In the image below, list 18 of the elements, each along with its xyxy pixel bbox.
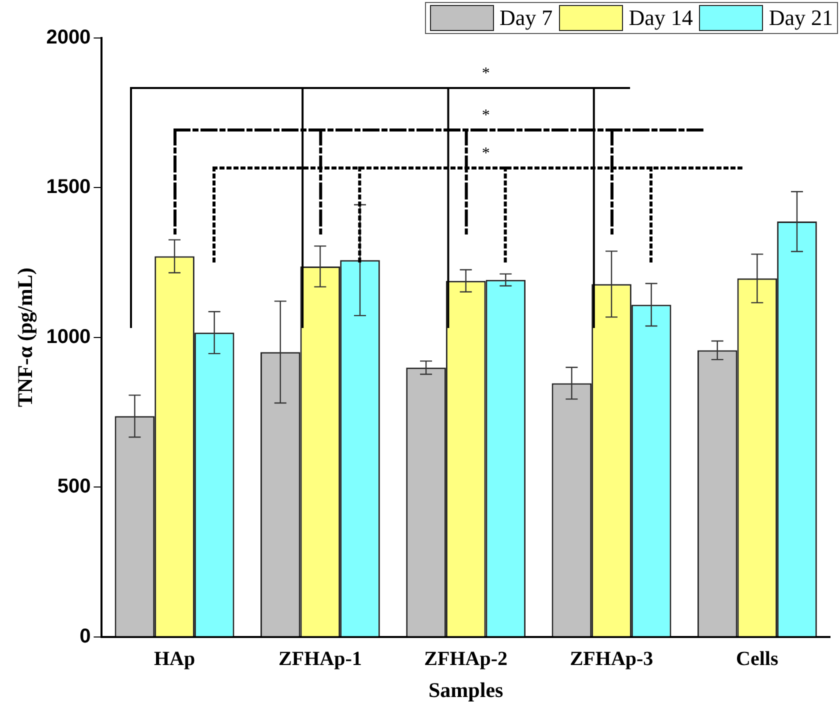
x-tick-label: HAp	[154, 648, 196, 670]
legend-label: Day 21	[768, 5, 833, 31]
annotation: *	[482, 145, 490, 162]
x-tick-label: ZFHAp-3	[570, 648, 654, 670]
y-tick-label: 500	[57, 476, 91, 498]
y-axis-title: TNF-α (pg/mL)	[13, 268, 38, 408]
x-tick-label: ZFHAp-1	[278, 648, 362, 670]
x-tick-label: ZFHAp-2	[424, 648, 508, 670]
legend-label: Day 7	[500, 5, 553, 31]
y-tick-label: 0	[80, 625, 91, 648]
annotation: *	[482, 107, 490, 124]
y-tick-label: 1000	[46, 326, 91, 348]
annotation: *	[482, 65, 490, 82]
y-tick-label: 1500	[46, 176, 91, 198]
legend-label: Day 14	[628, 5, 693, 31]
x-axis-title: Samples	[428, 678, 504, 702]
y-tick-label: 2000	[46, 26, 91, 49]
x-tick-label: Cells	[736, 648, 778, 670]
